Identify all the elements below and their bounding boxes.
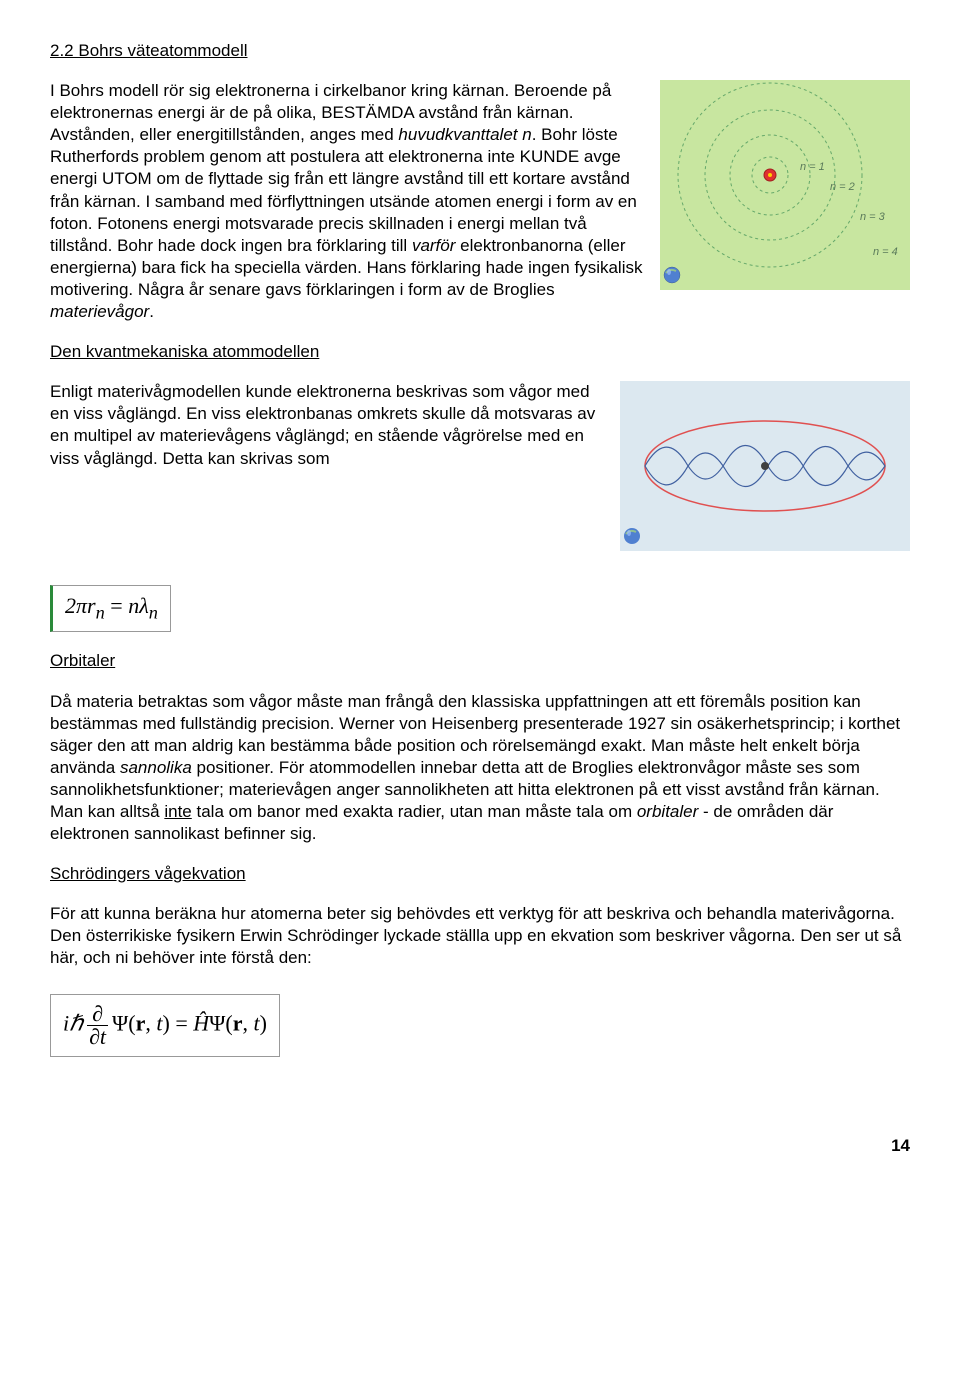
section3-italic-2: orbitaler <box>637 802 698 821</box>
section-heading-schrodinger: Schrödingers vågekvation <box>50 863 910 885</box>
svg-text:n = 2: n = 2 <box>830 181 855 193</box>
svg-text:n = 4: n = 4 <box>873 246 898 258</box>
section1-block: n = 1 n = 2 n = 3 n = 4 I Bohrs modell r… <box>50 80 910 323</box>
svg-text:n = 3: n = 3 <box>860 211 886 223</box>
section1-italic-1: huvudkvanttalet n <box>398 125 531 144</box>
section4-para: För att kunna beräkna hur atomerna beter… <box>50 903 910 969</box>
section3-para: Då materia betraktas som vågor måste man… <box>50 691 910 846</box>
section2-block: Enligt materivågmodellen kunde elektrone… <box>50 381 910 561</box>
section1-italic-2: varför <box>412 236 455 255</box>
svg-text:n = 1: n = 1 <box>800 161 825 173</box>
section3-text-c: tala om banor med exakta radier, utan ma… <box>192 802 637 821</box>
section1-text-d: . <box>149 302 154 321</box>
section3-italic-1: sannolika <box>120 758 192 777</box>
section3-underline: inte <box>164 802 191 821</box>
section-heading-bohr: 2.2 Bohrs väteatommodell <box>50 40 910 62</box>
section-heading-orbitals: Orbitaler <box>50 650 910 672</box>
page-number: 14 <box>50 1135 910 1157</box>
section1-italic-3: materievågor <box>50 302 149 321</box>
section-heading-quantum: Den kvantmekaniska atommodellen <box>50 341 910 363</box>
wave-orbit-diagram <box>620 381 910 551</box>
equation-schrodinger: iℏ∂∂tΨ(r, t) = ĤΨ(r, t) <box>50 994 280 1057</box>
bohr-atom-diagram: n = 1 n = 2 n = 3 n = 4 <box>660 80 910 290</box>
equation-circumference: 2πrn = nλn <box>50 585 171 632</box>
